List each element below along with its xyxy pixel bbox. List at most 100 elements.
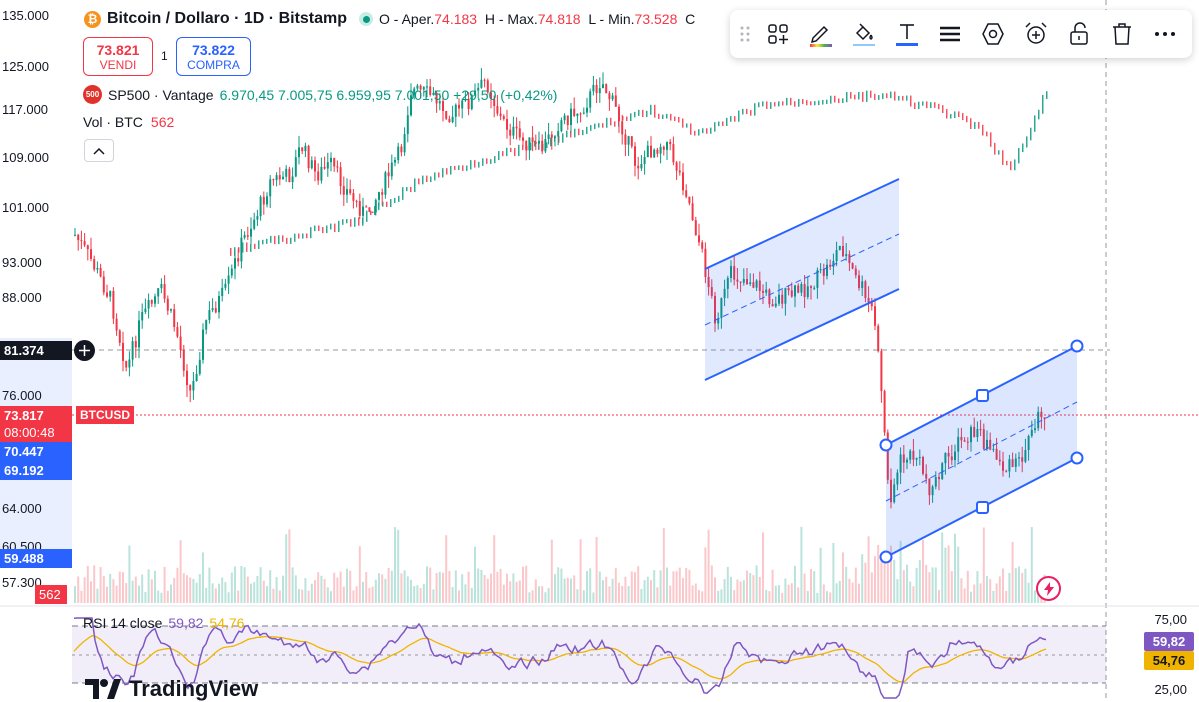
sp500-candle (358, 217, 360, 226)
sp500-icon: 500 (83, 85, 102, 104)
channel-handle[interactable] (1070, 451, 1084, 465)
pencil-color-icon[interactable] (799, 14, 842, 54)
parallel-channel-selected[interactable] (879, 339, 1084, 564)
settings-hex-icon[interactable] (971, 14, 1014, 54)
drag-handle-icon[interactable] (734, 14, 756, 54)
sp500-candle (466, 165, 468, 171)
buy-button[interactable]: 73.822 COMPRA (176, 37, 251, 76)
fill-color-icon[interactable] (842, 14, 885, 54)
volume-bar (474, 546, 476, 603)
volume-bar (810, 569, 812, 603)
sp500-candle (1030, 127, 1032, 141)
candle-body (1008, 459, 1011, 472)
volume-bar (419, 588, 422, 603)
add-alert-plus-icon[interactable] (74, 340, 95, 361)
lock-icon[interactable] (1057, 14, 1100, 54)
candle-body (365, 206, 368, 208)
volume-bar (285, 534, 288, 603)
candle-body (579, 113, 582, 115)
sp500-candle (830, 95, 832, 104)
candle-body (758, 280, 761, 291)
volume-bar (93, 565, 96, 603)
templates-icon[interactable] (756, 14, 799, 54)
text-color-icon[interactable] (885, 14, 928, 54)
sp500-candle (510, 147, 512, 153)
sp500-candle (974, 122, 976, 130)
sp500-candle (790, 97, 792, 106)
channel-handle[interactable] (1070, 339, 1084, 353)
sp500-candle (730, 116, 732, 122)
volume-bar (858, 583, 860, 603)
volume-bar (918, 560, 921, 603)
volume-bar (512, 573, 515, 603)
volume-bar (787, 584, 790, 603)
volume-bar (192, 578, 195, 603)
bitcoin-icon: ₿ (84, 10, 101, 28)
more-icon[interactable] (1143, 14, 1186, 54)
candle-body (605, 84, 608, 94)
candle-body (147, 299, 150, 309)
candle-body (154, 296, 156, 304)
flash-icon[interactable] (1036, 576, 1061, 601)
sp500-candle (894, 91, 896, 101)
candle-body (720, 298, 723, 319)
price-axis-label: 135.000 (2, 8, 49, 23)
candle-body (992, 448, 995, 450)
volume-legend[interactable]: Vol · BTC 562 (83, 114, 174, 130)
sp500-candle (646, 110, 648, 118)
tradingview-logo[interactable]: TradingView (85, 676, 258, 702)
rsi-legend[interactable]: RSI 14 close 59,82 54,76 (83, 615, 244, 631)
sp500-candle (802, 99, 804, 105)
volume-bar (246, 576, 249, 603)
rsi-ma-line (73, 635, 1047, 683)
sp500-candle (954, 111, 956, 119)
channel-handle[interactable] (879, 550, 893, 564)
candle-body (230, 268, 233, 276)
volume-bar (637, 566, 640, 603)
drawing-toolbar[interactable] (730, 10, 1192, 58)
volume-bar (947, 545, 950, 603)
sp500-candle (334, 223, 336, 233)
channel-handle[interactable] (879, 438, 893, 452)
candle-body (371, 211, 374, 213)
candle-body (442, 101, 444, 111)
sp500-candle (998, 150, 1000, 155)
channel-handle[interactable] (976, 389, 989, 402)
candle-body (499, 113, 502, 117)
candle-body (352, 193, 355, 201)
range-mid-tag: 69.192 (0, 461, 72, 480)
collapse-legend-button[interactable] (84, 139, 114, 162)
candle-body (496, 106, 499, 114)
candle-body (864, 281, 867, 299)
sp500-candle (722, 121, 724, 126)
candle-body (874, 306, 876, 326)
candle-body (211, 308, 214, 311)
volume-bar (483, 575, 486, 603)
sp500-legend[interactable]: 500 SP500 · Vantage 6.970,45 7.005,75 6.… (83, 85, 557, 104)
symbol-legend[interactable]: ₿ Bitcoin / Dollaro · 1D · Bitstamp O - … (84, 8, 695, 30)
sp500-candle (938, 103, 940, 110)
volume-bar (454, 570, 457, 603)
candle-body (650, 145, 652, 158)
volume-bar (224, 582, 227, 603)
candle-body (387, 172, 390, 177)
candle-body (106, 292, 108, 297)
volume-bar (608, 586, 611, 603)
sell-button[interactable]: 73.821 VENDI (83, 37, 153, 76)
alert-add-icon[interactable] (1014, 14, 1057, 54)
candle-body (298, 147, 300, 158)
candle-body (515, 126, 518, 129)
parallel-channel-upper[interactable] (704, 178, 900, 381)
line-style-icon[interactable] (928, 14, 971, 54)
volume-bar (822, 584, 825, 603)
symbol-title[interactable]: Bitcoin / Dollaro · 1D · Bitstamp (107, 10, 348, 27)
channel-handle[interactable] (976, 501, 989, 514)
candle-body (938, 476, 940, 480)
sp500-candle (694, 130, 696, 136)
candle-body (858, 275, 860, 289)
volume-bar (589, 568, 592, 603)
sp500-candle (842, 98, 844, 104)
trash-icon[interactable] (1100, 14, 1143, 54)
candle-body (826, 264, 828, 276)
